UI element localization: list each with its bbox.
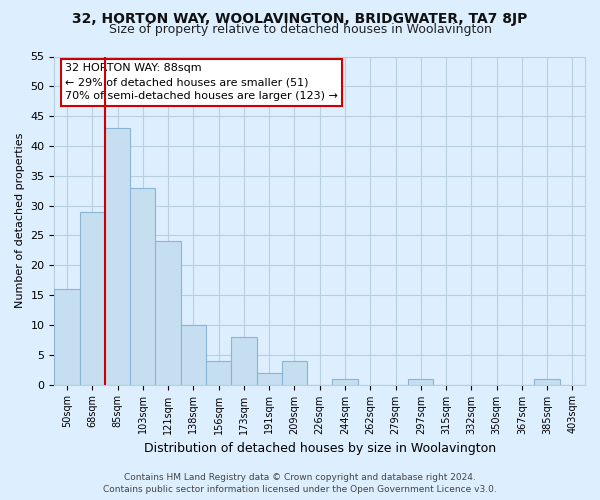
Text: 32, HORTON WAY, WOOLAVINGTON, BRIDGWATER, TA7 8JP: 32, HORTON WAY, WOOLAVINGTON, BRIDGWATER…: [73, 12, 527, 26]
Bar: [130, 188, 155, 384]
Bar: [155, 242, 181, 384]
Bar: [206, 360, 231, 384]
Text: 32 HORTON WAY: 88sqm
← 29% of detached houses are smaller (51)
70% of semi-detac: 32 HORTON WAY: 88sqm ← 29% of detached h…: [65, 63, 338, 101]
Bar: [55, 289, 80, 384]
Bar: [282, 360, 307, 384]
X-axis label: Distribution of detached houses by size in Woolavington: Distribution of detached houses by size …: [143, 442, 496, 455]
Y-axis label: Number of detached properties: Number of detached properties: [15, 133, 25, 308]
Text: Size of property relative to detached houses in Woolavington: Size of property relative to detached ho…: [109, 24, 491, 36]
Bar: [257, 372, 282, 384]
Bar: [332, 378, 358, 384]
Bar: [181, 325, 206, 384]
Text: Contains HM Land Registry data © Crown copyright and database right 2024.
Contai: Contains HM Land Registry data © Crown c…: [103, 472, 497, 494]
Bar: [80, 212, 105, 384]
Bar: [231, 337, 257, 384]
Bar: [105, 128, 130, 384]
Bar: [408, 378, 433, 384]
Bar: [535, 378, 560, 384]
